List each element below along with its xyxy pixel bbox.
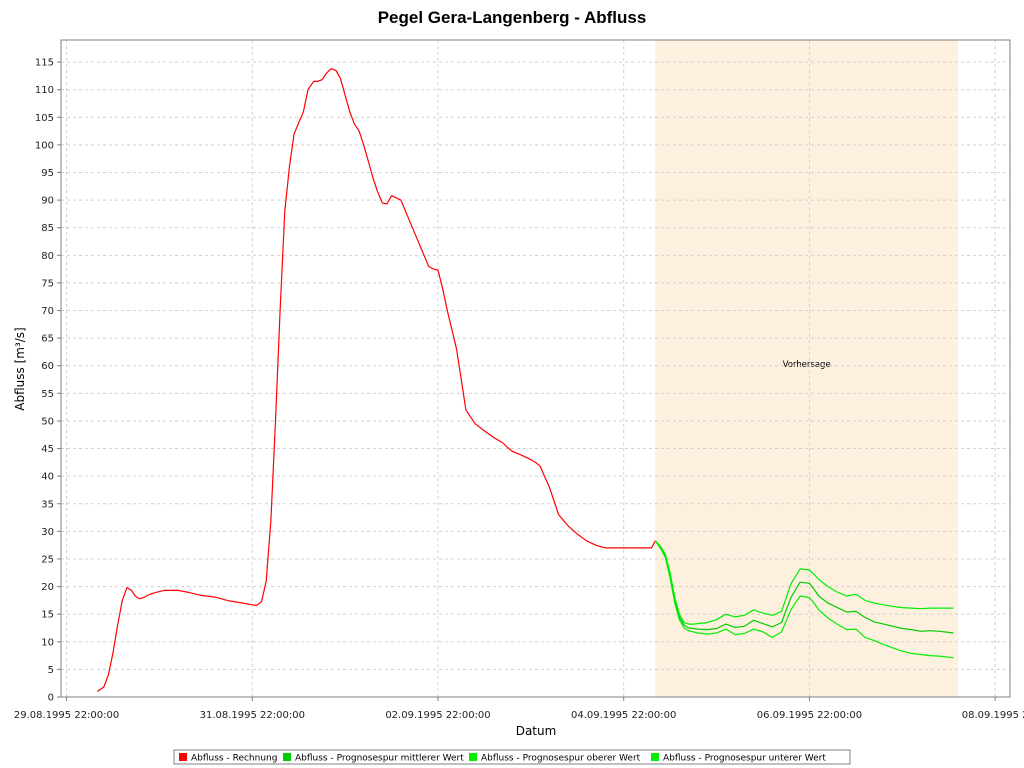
y-tick-label: 80 bbox=[41, 251, 54, 262]
x-tick-label: 04.09.1995 22:00:00 bbox=[571, 710, 676, 721]
y-tick-label: 60 bbox=[41, 361, 54, 372]
y-axis-label: Abfluss [m³/s] bbox=[13, 327, 27, 410]
y-tick-label: 55 bbox=[41, 389, 54, 400]
y-tick-label: 45 bbox=[41, 444, 54, 455]
y-tick-label: 90 bbox=[41, 196, 54, 207]
y-tick-label: 5 bbox=[48, 665, 54, 676]
y-tick-label: 110 bbox=[35, 85, 54, 96]
legend: Abfluss - Rechnung Abfluss - Prognosespur… bbox=[174, 750, 850, 764]
y-tick-label: 65 bbox=[41, 334, 54, 345]
y-tick-label: 70 bbox=[41, 306, 54, 317]
chart-title: Pegel Gera-Langenberg - Abfluss bbox=[378, 8, 647, 27]
x-tick-label: 02.09.1995 22:00:00 bbox=[385, 710, 490, 721]
y-tick-label: 20 bbox=[41, 582, 54, 593]
x-tick-label: 06.09.1995 22:00:00 bbox=[757, 710, 862, 721]
legend-swatch-3 bbox=[469, 753, 477, 761]
y-tick-label: 85 bbox=[41, 223, 54, 234]
forecast-label: Vorhersage bbox=[783, 360, 831, 370]
y-tick-label: 100 bbox=[35, 140, 54, 151]
y-tick-label: 15 bbox=[41, 610, 54, 621]
x-tick-label: 31.08.1995 22:00:00 bbox=[200, 710, 305, 721]
x-tick-label: 29.08.1995 22:00:00 bbox=[14, 710, 119, 721]
legend-label-4: Abfluss - Prognosespur unterer Wert bbox=[663, 754, 826, 764]
legend-label-2: Abfluss - Prognosespur mittlerer Wert bbox=[295, 754, 464, 764]
legend-swatch-1 bbox=[179, 753, 187, 761]
y-tick-label: 50 bbox=[41, 416, 54, 427]
legend-swatch-4 bbox=[651, 753, 659, 761]
x-tick-label: 08.09.1995 2 bbox=[962, 710, 1024, 721]
x-axis-label: Datum bbox=[516, 724, 557, 738]
y-tick-label: 40 bbox=[41, 472, 54, 483]
y-tick-label: 30 bbox=[41, 527, 54, 538]
y-tick-label: 75 bbox=[41, 278, 54, 289]
y-tick-label: 35 bbox=[41, 499, 54, 510]
y-tick-label: 105 bbox=[35, 113, 54, 124]
y-tick-label: 10 bbox=[41, 637, 54, 648]
y-tick-label: 115 bbox=[35, 58, 54, 69]
y-tick-label: 95 bbox=[41, 168, 54, 179]
legend-label-3: Abfluss - Prognosespur oberer Wert bbox=[481, 754, 641, 764]
y-tick-label: 25 bbox=[41, 554, 54, 565]
y-tick-label: 0 bbox=[48, 693, 54, 704]
legend-label-1: Abfluss - Rechnung bbox=[191, 754, 277, 764]
legend-swatch-2 bbox=[283, 753, 291, 761]
